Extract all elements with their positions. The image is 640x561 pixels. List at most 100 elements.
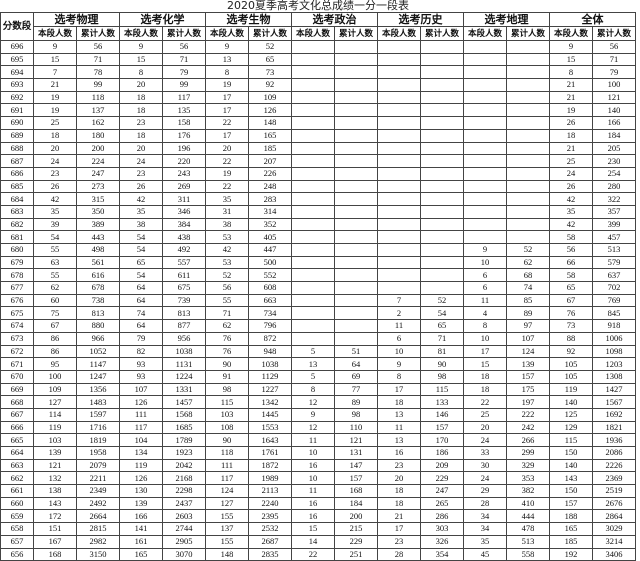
cumulative-count-cell	[506, 128, 550, 143]
cumulative-count-cell: 133	[420, 395, 464, 409]
score-column-header: 分数段	[0, 12, 34, 41]
cumulative-count-cell: 1038	[162, 344, 206, 359]
cumulative-count-cell: 2086	[592, 446, 636, 460]
cumulative-count-cell: 678	[76, 281, 120, 295]
cumulative-count-cell: 265	[420, 496, 464, 511]
cumulative-count-cell: 90	[420, 357, 464, 371]
table-title: 2020夏季高考文化总成绩一分一段表	[227, 0, 409, 12]
segment-count-cell	[291, 65, 335, 80]
segment-count-cell: 11	[463, 293, 507, 308]
segment-count-cell	[463, 204, 507, 219]
segment-count-cell: 10	[377, 344, 421, 359]
cumulative-count-cell: 552	[248, 268, 292, 283]
cumulative-count-cell	[334, 230, 378, 244]
cumulative-count-cell: 89	[506, 306, 550, 321]
segment-count-cell: 10	[463, 255, 507, 270]
cumulative-count-cell: 69	[334, 369, 378, 384]
cumulative-count-cell: 438	[162, 230, 206, 244]
segment-count-cell: 138	[33, 484, 77, 498]
segment-count-cell: 18	[463, 369, 507, 384]
cumulative-count-cell: 162	[76, 116, 120, 130]
segment-count-cell	[463, 166, 507, 181]
score-cell: 688	[0, 141, 34, 156]
segment-count-cell: 117	[205, 471, 249, 486]
cumulative-count-cell	[334, 293, 378, 308]
cumulative-count-cell	[334, 141, 378, 156]
cumulative-count-cell: 329	[506, 458, 550, 473]
segment-count-cell: 42	[33, 192, 77, 206]
segment-count-cell: 129	[549, 420, 593, 435]
cumulative-count-cell: 1038	[248, 357, 292, 371]
cumulative-count-cell	[334, 243, 378, 257]
cumulative-count-cell	[334, 179, 378, 194]
cumulative-count-cell: 107	[506, 331, 550, 346]
cumulative-count-cell	[506, 204, 550, 219]
segment-count-cell: 7	[33, 65, 77, 80]
segment-count-cell: 19	[33, 103, 77, 118]
segment-count-cell: 119	[119, 458, 163, 473]
score-cell: 695	[0, 52, 34, 67]
cumulative-count-cell: 354	[420, 547, 464, 561]
cumulative-count-cell: 1308	[592, 369, 636, 384]
cumulative-count-cell: 1936	[592, 433, 636, 447]
segment-count-cell	[463, 192, 507, 206]
segment-count-cell: 150	[549, 484, 593, 498]
cumulative-count-cell: 663	[248, 293, 292, 308]
table-row: 692 19 118 18 117 17 109 21 121	[0, 90, 636, 105]
segment-count-cell: 104	[119, 433, 163, 447]
table-row: 679 63 561 65 557 53 500 10 62 66 579	[0, 255, 636, 270]
score-cell: 667	[0, 407, 34, 422]
segment-count-cell: 10	[291, 446, 335, 460]
cumulative-count-cell: 230	[592, 154, 636, 168]
segment-count-cell: 137	[205, 522, 249, 536]
segment-count-cell: 25	[463, 407, 507, 422]
cumulative-count-cell: 357	[592, 204, 636, 219]
cumulative-count-cell: 98	[334, 407, 378, 422]
segment-count-cell	[291, 230, 335, 244]
segment-count-cell	[463, 65, 507, 80]
cumulative-count-cell: 248	[248, 179, 292, 194]
segment-count-cell: 92	[549, 344, 593, 359]
segment-count-cell: 24	[463, 433, 507, 447]
cumulative-count-cell	[420, 52, 464, 67]
cumulative-count-cell: 100	[592, 78, 636, 92]
cumulative-count-cell: 121	[592, 90, 636, 105]
sub-header-row: 本段人数 累计人数 本段人数 累计人数 本段人数 累计人数 本段人数 累计人数 本段人数 累计人数…	[1, 26, 636, 41]
score-cell: 660	[0, 496, 34, 511]
cumulative-count-cell	[334, 65, 378, 80]
segment-count-cell: 18	[119, 128, 163, 143]
segment-count-cell: 185	[549, 534, 593, 549]
segment-count-cell: 124	[205, 484, 249, 498]
segment-count-cell	[291, 243, 335, 257]
cumulative-count-cell: 1958	[76, 446, 120, 460]
cumulative-count-header: 累计人数	[334, 26, 378, 41]
segment-count-cell: 9	[291, 407, 335, 422]
segment-count-cell: 26	[549, 116, 593, 130]
segment-count-cell: 134	[119, 446, 163, 460]
segment-count-cell	[377, 40, 421, 54]
segment-count-cell: 62	[205, 319, 249, 333]
segment-count-cell: 139	[33, 446, 77, 460]
segment-count-cell: 24	[549, 166, 593, 181]
segment-count-header: 本段人数	[33, 26, 77, 41]
cumulative-count-cell: 443	[76, 230, 120, 244]
segment-count-cell: 103	[205, 407, 249, 422]
segment-count-cell: 172	[33, 509, 77, 524]
cumulative-count-cell: 124	[506, 344, 550, 359]
segment-count-cell	[377, 128, 421, 143]
cumulative-count-cell: 64	[334, 357, 378, 371]
segment-count-cell: 9	[33, 40, 77, 54]
segment-count-cell: 127	[33, 395, 77, 409]
score-cell: 661	[0, 484, 34, 498]
segment-count-cell: 42	[205, 243, 249, 257]
cumulative-count-cell: 2113	[248, 484, 292, 498]
cumulative-count-cell: 1716	[76, 420, 120, 435]
cumulative-count-cell	[420, 255, 464, 270]
cumulative-count-cell: 209	[420, 458, 464, 473]
cumulative-count-cell: 877	[162, 319, 206, 333]
score-cell: 671	[0, 357, 34, 371]
segment-count-header: 本段人数	[377, 26, 421, 41]
cumulative-count-cell: 139	[506, 357, 550, 371]
segment-count-header: 本段人数	[119, 26, 163, 41]
segment-count-cell: 119	[549, 382, 593, 397]
